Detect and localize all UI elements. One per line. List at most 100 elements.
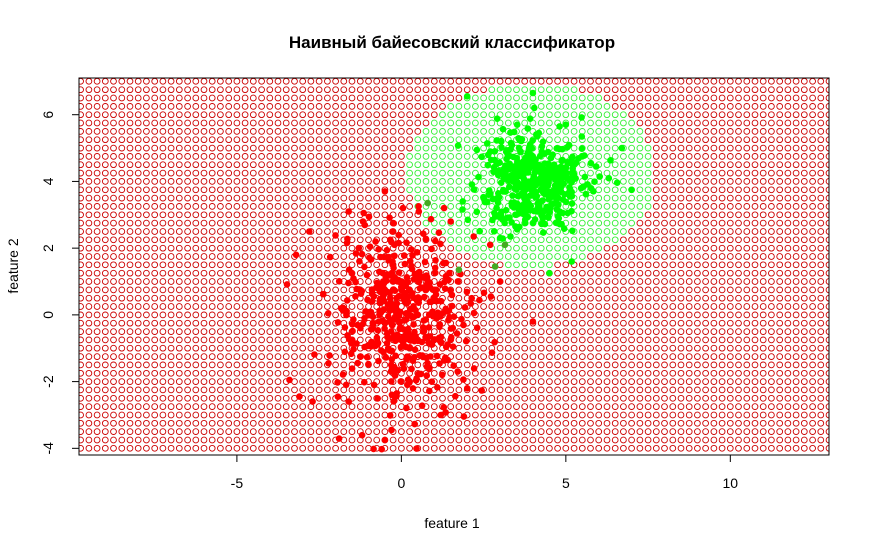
grid-cell-marker <box>143 219 150 227</box>
grid-cell-marker <box>463 103 471 110</box>
grid-cell-marker <box>241 144 249 152</box>
grid-cell-marker <box>644 78 652 85</box>
grid-cell-marker <box>694 378 701 385</box>
grid-cell-marker <box>184 294 191 302</box>
grid-cell-marker <box>430 128 438 135</box>
grid-cell-marker <box>208 311 216 319</box>
grid-cell-marker <box>562 311 570 319</box>
grid-cell-marker <box>414 161 422 169</box>
grid-cell-marker <box>332 336 339 344</box>
grid-cell-marker <box>143 386 150 394</box>
grid-cell-marker <box>389 178 397 185</box>
grid-cell-marker <box>603 128 611 135</box>
grid-cell-marker <box>751 336 759 344</box>
grid-cell-marker <box>595 244 603 252</box>
grid-cell-marker <box>644 94 652 102</box>
grid-cell-marker <box>768 403 775 410</box>
grid-cell-marker <box>751 128 759 135</box>
grid-cell-marker <box>126 228 134 235</box>
grid-cell-marker <box>126 236 134 244</box>
data-point <box>493 204 500 212</box>
grid-cell-marker <box>800 128 808 135</box>
grid-cell-marker <box>134 244 142 252</box>
grid-cell-marker <box>817 153 825 160</box>
data-point <box>425 324 433 331</box>
data-point <box>551 182 559 189</box>
grid-cell-marker <box>93 286 101 294</box>
grid-cell-marker <box>249 253 257 260</box>
grid-cell-marker <box>661 244 668 252</box>
grid-cell-marker <box>200 344 208 352</box>
grid-cell-marker <box>225 403 233 410</box>
grid-cell-marker <box>776 353 784 360</box>
grid-cell-marker <box>274 353 282 360</box>
data-point <box>345 398 353 405</box>
grid-cell-marker <box>217 436 224 444</box>
data-point <box>357 290 365 298</box>
data-point <box>545 196 552 203</box>
grid-cell-marker <box>726 186 734 194</box>
grid-cell-marker <box>348 194 356 202</box>
grid-cell-marker <box>702 269 709 277</box>
grid-cell-marker <box>110 353 117 360</box>
grid-cell-marker <box>291 144 298 152</box>
grid-cell-marker <box>356 444 364 452</box>
grid-cell-marker <box>274 144 282 152</box>
grid-cell-marker <box>595 253 603 260</box>
grid-cell-marker <box>595 353 603 360</box>
grid-cell-marker <box>513 311 520 319</box>
grid-cell-marker <box>570 86 578 94</box>
grid-cell-marker <box>603 103 611 110</box>
grid-cell-marker <box>134 236 142 244</box>
grid-cell-marker <box>800 353 808 360</box>
grid-cell-marker <box>726 236 734 244</box>
grid-cell-marker <box>315 428 323 435</box>
data-point <box>337 305 345 312</box>
grid-cell-marker <box>200 294 208 302</box>
grid-cell-marker <box>340 111 348 119</box>
grid-cell-marker <box>307 211 315 219</box>
grid-cell-marker <box>521 328 529 335</box>
grid-cell-marker <box>817 278 825 285</box>
grid-cell-marker <box>480 136 487 144</box>
grid-cell-marker <box>217 311 224 319</box>
grid-cell-marker <box>751 161 759 169</box>
grid-cell-marker <box>167 344 175 352</box>
grid-cell-marker <box>817 353 825 360</box>
grid-cell-marker <box>282 153 290 160</box>
grid-cell-marker <box>562 369 570 377</box>
grid-cell-marker <box>751 303 759 310</box>
grid-cell-marker <box>274 386 282 394</box>
grid-cell-marker <box>79 111 84 119</box>
grid-cell-marker <box>759 111 767 119</box>
grid-cell-marker <box>274 311 282 319</box>
grid-cell-marker <box>315 253 323 260</box>
grid-cell-marker <box>217 211 224 219</box>
grid-cell-marker <box>406 186 413 194</box>
grid-cell-marker <box>562 394 570 402</box>
grid-cell-marker <box>373 403 381 410</box>
grid-cell-marker <box>595 103 603 110</box>
grid-cell-marker <box>521 294 529 302</box>
grid-cell-marker <box>521 78 529 85</box>
grid-cell-marker <box>126 244 134 252</box>
grid-cell-marker <box>776 219 784 227</box>
grid-cell-marker <box>282 211 290 219</box>
grid-cell-marker <box>225 303 233 310</box>
grid-cell-marker <box>587 244 594 252</box>
grid-cell-marker <box>809 119 816 127</box>
grid-cell-marker <box>282 328 290 335</box>
grid-cell-marker <box>694 419 701 427</box>
grid-cell-marker <box>225 436 233 444</box>
grid-cell-marker <box>422 78 430 85</box>
grid-cell-marker <box>652 186 660 194</box>
data-point <box>286 376 293 384</box>
grid-cell-marker <box>562 336 570 344</box>
grid-cell-marker <box>595 286 603 294</box>
grid-cell-marker <box>167 169 175 177</box>
grid-cell-marker <box>356 78 364 85</box>
grid-cell-marker <box>792 286 800 294</box>
grid-cell-marker <box>562 361 570 369</box>
grid-cell-marker <box>175 253 183 260</box>
grid-cell-marker <box>447 428 455 435</box>
